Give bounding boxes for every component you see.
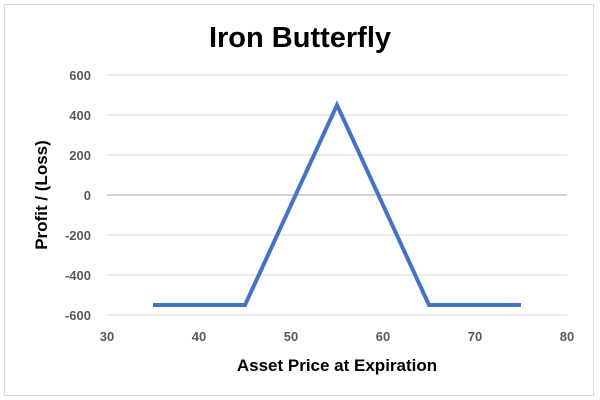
y-tick-label: 200 — [69, 148, 91, 163]
x-tick-label: 60 — [376, 329, 390, 344]
y-tick-label: -200 — [65, 228, 91, 243]
y-axis-label: Profit / (Loss) — [32, 140, 51, 250]
y-tick-label: 400 — [69, 108, 91, 123]
x-tick-label: 80 — [560, 329, 574, 344]
x-tick-label: 30 — [100, 329, 114, 344]
y-tick-label: -400 — [65, 268, 91, 283]
x-tick-label: 70 — [468, 329, 482, 344]
chart-title: Iron Butterfly — [209, 22, 391, 54]
grid — [107, 74, 567, 316]
x-axis-ticks: 30 40 50 60 70 80 — [100, 329, 574, 344]
y-tick-label: 0 — [84, 188, 91, 203]
x-axis-label: Asset Price at Expiration — [237, 356, 437, 375]
series-line — [153, 100, 521, 307]
y-tick-label: 600 — [69, 68, 91, 83]
x-tick-label: 50 — [284, 329, 298, 344]
x-tick-label: 40 — [192, 329, 206, 344]
y-axis-ticks: 600 400 200 0 -200 -400 -600 — [65, 68, 91, 323]
y-tick-label: -600 — [65, 308, 91, 323]
series — [153, 100, 521, 307]
chart-frame — [4, 4, 594, 396]
